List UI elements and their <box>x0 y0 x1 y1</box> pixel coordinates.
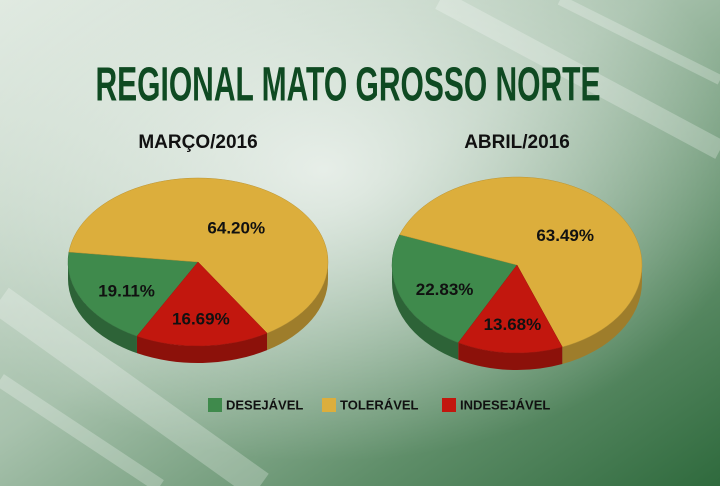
legend: DESEJÁVEL TOLERÁVEL INDESEJÁVEL <box>208 397 550 412</box>
pie-title: MARÇO/2016 <box>138 132 257 153</box>
pies: MARÇO/2016 19.11% 64.20% 16.69% ABRIL/2016 22… <box>67 132 643 371</box>
legend-label: TOLERÁVEL <box>340 397 419 412</box>
legend-swatch <box>442 398 456 412</box>
pie-slice <box>391 234 518 343</box>
pie-slice <box>457 264 563 354</box>
legend-swatch <box>208 398 222 412</box>
pie-slice <box>399 176 643 348</box>
legend-label: DESEJÁVEL <box>226 397 303 412</box>
main-title: REGIONAL MATO GROSSO NORTE <box>96 59 601 112</box>
data-label: 22.83% <box>416 280 474 299</box>
data-label: 63.49% <box>536 226 594 245</box>
pie-slice <box>67 251 199 337</box>
data-label: 13.68% <box>484 315 542 334</box>
pie-slice-side <box>562 265 642 365</box>
pie-slice-side <box>392 265 459 360</box>
pie-slice-side <box>267 262 328 351</box>
pie-slice <box>136 261 268 347</box>
data-label: 16.69% <box>172 310 230 329</box>
data-label: 64.20% <box>207 218 265 237</box>
pie-slice-side <box>136 333 268 363</box>
pie-slice-side <box>458 342 563 371</box>
legend-label: INDESEJÁVEL <box>460 397 550 412</box>
pie-title: ABRIL/2016 <box>464 132 570 153</box>
legend-swatch <box>322 398 336 412</box>
pie-slice-side <box>68 262 137 354</box>
pie-slice <box>68 177 329 334</box>
data-label: 19.11% <box>98 282 155 301</box>
